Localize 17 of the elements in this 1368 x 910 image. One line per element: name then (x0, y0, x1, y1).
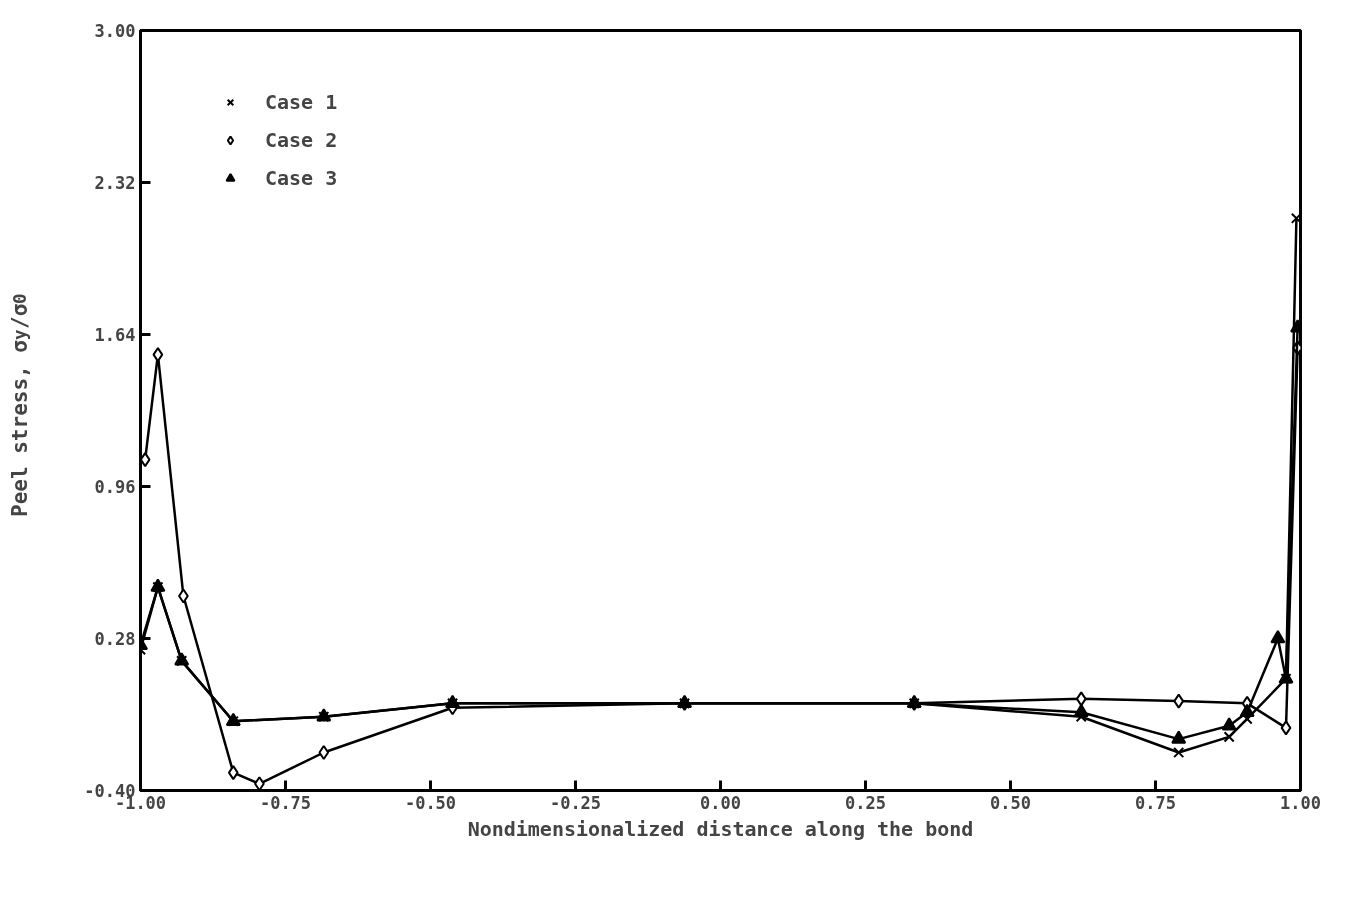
y-tick-label: 0.28 (94, 629, 136, 649)
x-tick-label: 0.25 (845, 792, 886, 813)
x-tick-label: 0.75 (1135, 792, 1176, 813)
x-tick-label: 1.00 (1280, 792, 1321, 813)
legend-label: Case 2 (265, 128, 338, 152)
y-tick-label: 0.96 (94, 477, 136, 497)
x-tick-label: -0.50 (404, 792, 457, 813)
y-tick-label: 2.32 (94, 173, 136, 193)
y-tick-label: 3.00 (94, 21, 136, 41)
legend-label: Case 1 (265, 90, 338, 114)
x-tick-label: 0.50 (990, 792, 1031, 813)
legend-label: Case 3 (265, 166, 338, 190)
x-axis-title: Nondimensionalized distance along the bond (467, 816, 974, 841)
y-tick-label: 1.64 (94, 325, 136, 345)
x-tick-label: -0.75 (259, 792, 312, 813)
x-tick-label: -0.25 (549, 792, 602, 813)
x-tick-label: 0.00 (700, 792, 741, 813)
